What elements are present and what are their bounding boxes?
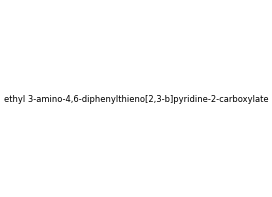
Text: ethyl 3-amino-4,6-diphenylthieno[2,3-b]pyridine-2-carboxylate: ethyl 3-amino-4,6-diphenylthieno[2,3-b]p… [4,95,268,103]
